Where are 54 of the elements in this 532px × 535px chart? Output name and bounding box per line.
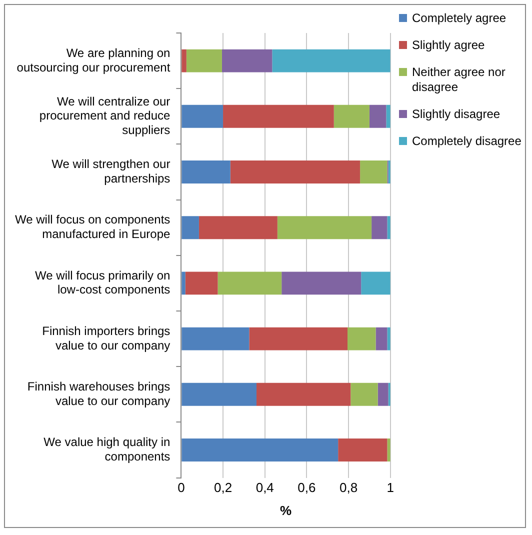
y-tick-label: We value high quality in components bbox=[44, 435, 170, 464]
bar bbox=[198, 216, 278, 240]
y-tick-label: Finnish warehouses brings value to our company bbox=[27, 380, 170, 408]
bar bbox=[272, 49, 390, 72]
bar bbox=[256, 382, 351, 406]
y-tick-label: We will centralize our procurement and reduce suppliers bbox=[39, 94, 171, 138]
legend-label: Completely disagree bbox=[412, 134, 522, 149]
x-tick-label: 0 bbox=[178, 480, 185, 496]
legend-label: Neither agree nor disagree bbox=[412, 65, 506, 95]
bar bbox=[230, 160, 360, 184]
bar bbox=[182, 160, 230, 184]
bar bbox=[182, 382, 256, 406]
bar bbox=[182, 49, 186, 72]
legend-label: Slightly disagree bbox=[412, 107, 500, 122]
bar bbox=[282, 272, 362, 295]
bar bbox=[182, 272, 186, 295]
y-tick-label: We will focus primarily on low-cost components bbox=[35, 268, 170, 297]
x-tick-label: 0,4 bbox=[256, 480, 274, 496]
legend-label: Slightly agree bbox=[412, 38, 485, 53]
bar bbox=[378, 382, 388, 406]
bar bbox=[387, 438, 390, 462]
bar bbox=[182, 327, 250, 350]
bar bbox=[182, 104, 224, 128]
bar bbox=[361, 272, 390, 295]
bar bbox=[249, 327, 348, 350]
bar bbox=[387, 216, 390, 240]
bar bbox=[223, 104, 334, 128]
bar bbox=[218, 272, 282, 295]
x-tick-label: 0,2 bbox=[214, 480, 232, 496]
x-tick-label: 0,6 bbox=[298, 480, 316, 496]
bar bbox=[369, 104, 386, 128]
bar bbox=[372, 216, 388, 240]
bar bbox=[338, 438, 388, 462]
bar bbox=[222, 49, 272, 72]
bar bbox=[182, 438, 338, 462]
bar bbox=[186, 49, 222, 72]
x-tick-label: 0,8 bbox=[340, 480, 358, 496]
bar bbox=[387, 327, 390, 350]
bar bbox=[277, 216, 372, 240]
bar bbox=[350, 382, 378, 406]
bar bbox=[182, 216, 199, 240]
y-tick-label: Finnish importers brings value to our company bbox=[42, 324, 170, 352]
bar bbox=[334, 104, 370, 128]
bar bbox=[386, 104, 390, 128]
y-tick-label: We are planning on outsourcing our procurement bbox=[16, 46, 171, 74]
bar bbox=[376, 327, 388, 350]
bar bbox=[185, 272, 218, 295]
x-tick-label: 1 bbox=[386, 480, 394, 496]
legend-label: Completely agree bbox=[412, 11, 506, 26]
bar bbox=[360, 160, 388, 184]
bar bbox=[348, 327, 376, 350]
x-axis-title: % bbox=[280, 502, 292, 518]
y-tick-label: We will strengthen our partnerships bbox=[52, 157, 170, 186]
y-tick-label: We will focus on components manufactured in Europe bbox=[15, 212, 170, 242]
